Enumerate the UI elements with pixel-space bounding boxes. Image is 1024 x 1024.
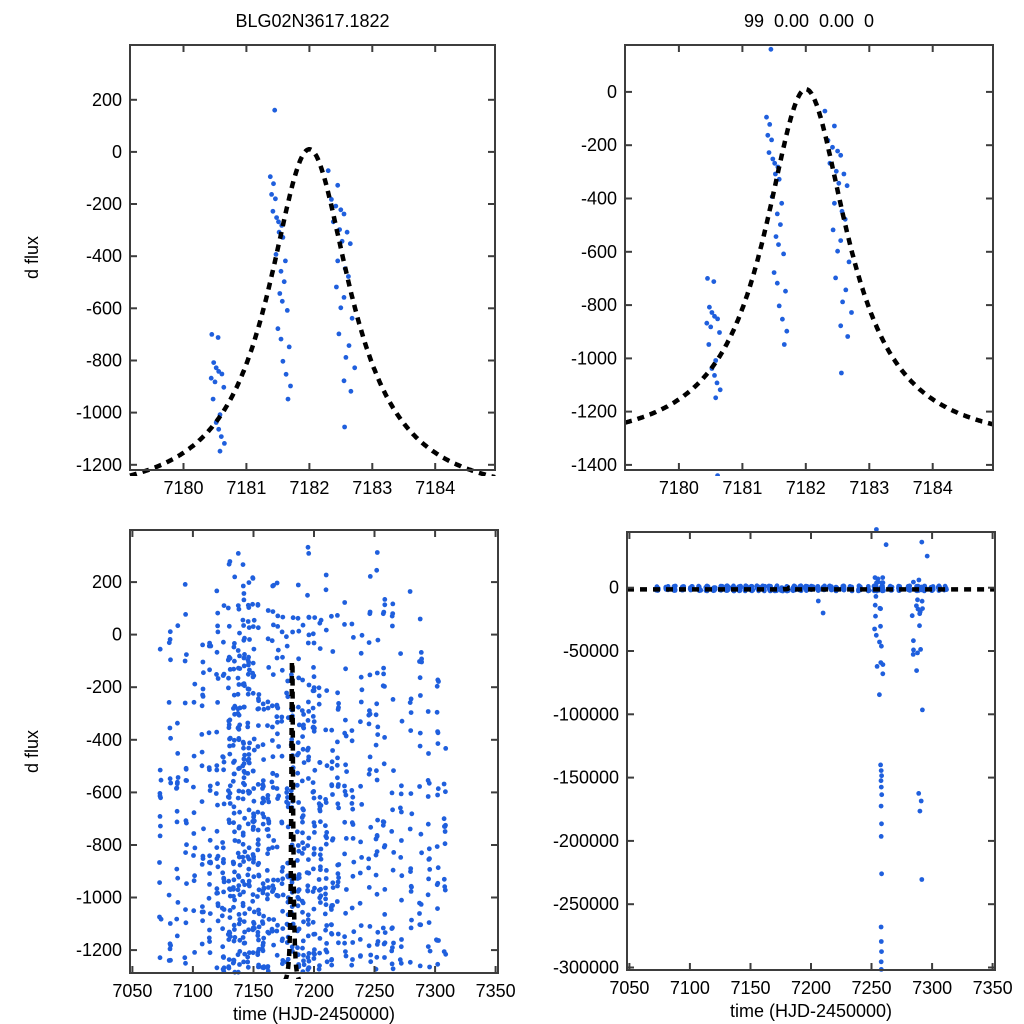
y-tick-label: -1200 bbox=[76, 940, 122, 960]
tick-labels: 7180 7181 7182 7183 7184 200 0 -200 -400 -600 -800… bbox=[76, 90, 455, 498]
y-tick-label: -1200 bbox=[76, 455, 122, 475]
y-tick-label: -200 bbox=[581, 135, 617, 155]
tick-labels: 7050 7100 7150 7200 7250 7300 7350 200 0 -200 -400… bbox=[76, 572, 516, 1001]
axes bbox=[624, 44, 994, 471]
panel-event-zoom-data: BLG02N3617.1822 d flux 7180 7181 7182 7183 7… bbox=[22, 11, 496, 498]
panel-0-y-axis-label: d flux bbox=[22, 236, 42, 279]
x-tick-label: 7050 bbox=[609, 978, 649, 998]
axes bbox=[129, 44, 496, 471]
scatter-points bbox=[653, 527, 949, 972]
x-tick-label: 7300 bbox=[912, 978, 952, 998]
y-tick-label: 0 bbox=[609, 578, 619, 598]
plot-area bbox=[129, 107, 496, 476]
x-tick-label: 7200 bbox=[791, 978, 831, 998]
y-tick-label: -200 bbox=[86, 677, 122, 697]
model-curve bbox=[627, 585, 995, 592]
y-tick-label: -1400 bbox=[571, 455, 617, 475]
panel-2-x-axis-label: time (HJD-2450000) bbox=[233, 1004, 395, 1024]
y-tick-label: -400 bbox=[581, 189, 617, 209]
y-tick-label: -50000 bbox=[563, 641, 619, 661]
y-tick-label: -300000 bbox=[553, 958, 619, 978]
x-tick-label: 7181 bbox=[722, 478, 762, 498]
axes bbox=[129, 529, 499, 974]
y-tick-label: -150000 bbox=[553, 768, 619, 788]
y-tick-label: -800 bbox=[86, 835, 122, 855]
y-tick-label: 200 bbox=[92, 90, 122, 110]
y-tick-label: 0 bbox=[607, 82, 617, 102]
x-tick-label: 7350 bbox=[476, 981, 516, 1001]
y-tick-label: -1000 bbox=[571, 348, 617, 368]
x-tick-label: 7250 bbox=[851, 978, 891, 998]
scatter-points bbox=[704, 46, 854, 476]
x-tick-label: 7100 bbox=[670, 978, 710, 998]
tick-labels: 7050 7100 7150 7200 7250 7300 7350 0 -50000 -1000… bbox=[553, 578, 1013, 998]
y-tick-label: -600 bbox=[86, 298, 122, 318]
y-tick-label: -200000 bbox=[553, 831, 619, 851]
y-tick-label: -600 bbox=[581, 242, 617, 262]
x-tick-label: 7183 bbox=[849, 478, 889, 498]
x-tick-label: 7350 bbox=[973, 978, 1013, 998]
x-tick-label: 7181 bbox=[226, 478, 266, 498]
plot-area bbox=[627, 527, 995, 972]
x-tick-label: 7183 bbox=[352, 478, 392, 498]
y-tick-label: -600 bbox=[86, 782, 122, 802]
panel-1-title: 99 0.00 0.00 0 bbox=[744, 11, 874, 31]
x-tick-label: 7184 bbox=[415, 478, 455, 498]
y-tick-label: -400 bbox=[86, 730, 122, 750]
panel-2-y-axis-label: d flux bbox=[22, 730, 42, 773]
x-tick-label: 7180 bbox=[659, 478, 699, 498]
y-tick-label: -1000 bbox=[76, 888, 122, 908]
x-tick-label: 7180 bbox=[163, 478, 203, 498]
x-tick-label: 7150 bbox=[730, 978, 770, 998]
x-tick-label: 7182 bbox=[786, 478, 826, 498]
x-tick-label: 7100 bbox=[173, 981, 213, 1001]
tick-labels: 7180 7181 7182 7183 7184 0 -200 -400 -600 -800 -10… bbox=[571, 82, 953, 498]
plot-area bbox=[157, 544, 449, 979]
axes bbox=[626, 531, 996, 971]
y-tick-label: -800 bbox=[581, 295, 617, 315]
x-tick-label: 7300 bbox=[415, 981, 455, 1001]
model-curve bbox=[624, 86, 994, 427]
y-tick-label: 200 bbox=[92, 572, 122, 592]
panel-full-lightcurve: d flux time (HJD-2450000) 7050 7100 7150 72… bbox=[22, 529, 516, 1024]
y-tick-label: -1200 bbox=[571, 402, 617, 422]
x-tick-label: 7184 bbox=[913, 478, 953, 498]
y-tick-label: -400 bbox=[86, 246, 122, 266]
y-tick-label: -250000 bbox=[553, 894, 619, 914]
y-tick-label: 0 bbox=[112, 142, 122, 162]
x-tick-label: 7250 bbox=[354, 981, 394, 1001]
x-tick-label: 7050 bbox=[112, 981, 152, 1001]
scatter-points bbox=[208, 107, 358, 454]
y-tick-label: -200 bbox=[86, 194, 122, 214]
y-tick-label: -1000 bbox=[76, 403, 122, 423]
panel-full-raw: time (HJD-2450000) 7050 7100 7150 7200 7250 7… bbox=[553, 527, 1013, 1021]
x-tick-label: 7150 bbox=[233, 981, 273, 1001]
scatter-points bbox=[157, 544, 449, 975]
y-tick-label: 0 bbox=[112, 625, 122, 645]
model-curve bbox=[129, 147, 496, 476]
y-tick-label: -100000 bbox=[553, 704, 619, 724]
panel-event-zoom-model: 99 0.00 0.00 0 7180 7181 7182 7183 7184 0 -200… bbox=[571, 11, 994, 498]
x-tick-label: 7200 bbox=[294, 981, 334, 1001]
plot-area bbox=[624, 46, 994, 476]
x-tick-label: 7182 bbox=[289, 478, 329, 498]
panel-3-x-axis-label: time (HJD-2450000) bbox=[730, 1001, 892, 1021]
panel-0-title: BLG02N3617.1822 bbox=[235, 11, 389, 31]
y-tick-label: -800 bbox=[86, 351, 122, 371]
